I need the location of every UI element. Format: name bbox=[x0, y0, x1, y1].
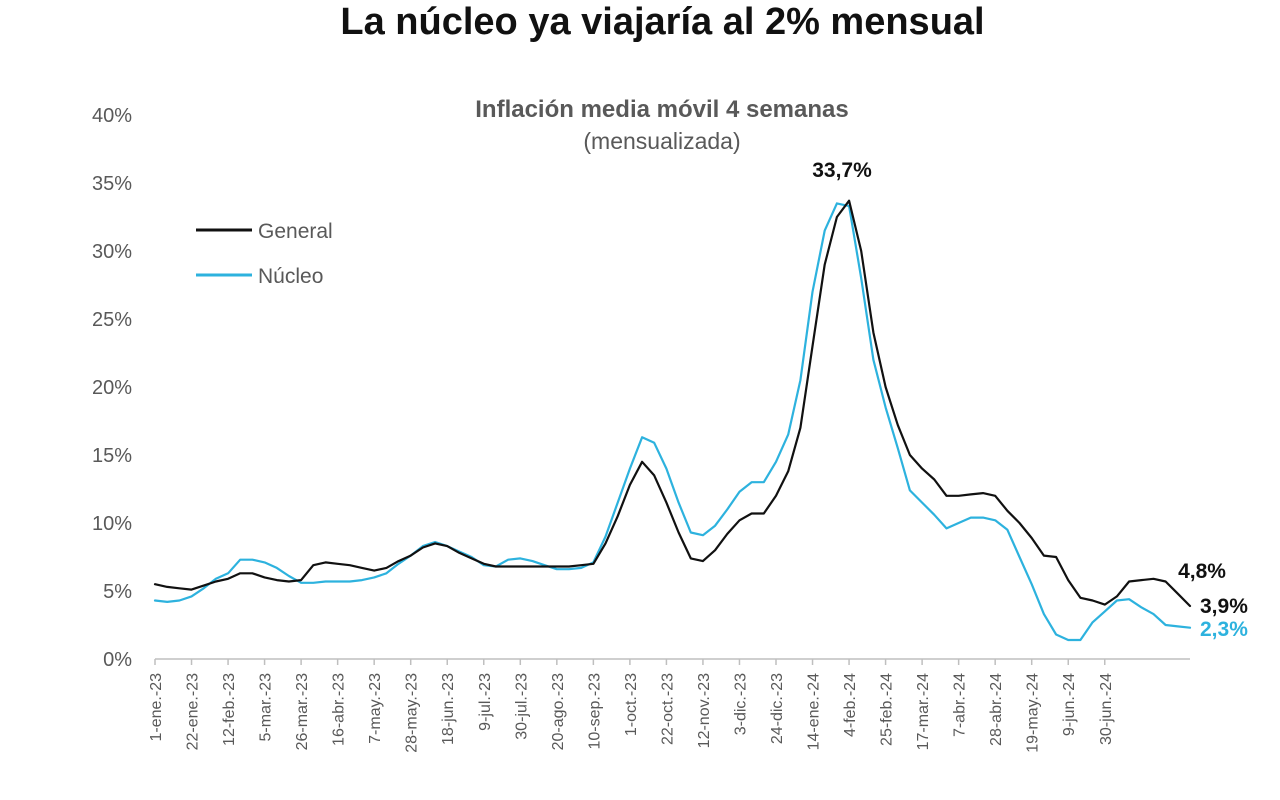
x-tick-label: 7-may.-23 bbox=[367, 673, 384, 744]
series-layer bbox=[153, 199, 1192, 642]
x-tick-label: 9-jun.-24 bbox=[1061, 673, 1078, 736]
x-tick-label: 24-dic.-23 bbox=[769, 673, 786, 744]
y-tick-label: 0% bbox=[103, 649, 132, 671]
x-tick-label: 4-feb.-24 bbox=[842, 673, 859, 737]
x-tick-label: 26-mar.-23 bbox=[294, 673, 311, 750]
x-tick-label: 25-feb.-24 bbox=[879, 673, 896, 746]
legend-label-general: General bbox=[258, 220, 333, 243]
x-tick-label: 9-jul.-23 bbox=[477, 673, 494, 731]
x-tick-label: 20-ago.-23 bbox=[550, 673, 567, 750]
y-tick-label: 30% bbox=[92, 241, 132, 263]
x-tick-label: 30-jun.-24 bbox=[1098, 673, 1115, 745]
x-tick-label: 19-may.-24 bbox=[1025, 673, 1042, 753]
series-line-nucleo bbox=[153, 202, 1192, 642]
x-tick-label: 7-abr.-24 bbox=[952, 673, 969, 737]
x-tick-label: 12-feb.-23 bbox=[221, 673, 238, 746]
x-tick-label: 3-dic.-23 bbox=[732, 673, 749, 735]
y-tick-label: 40% bbox=[92, 105, 132, 127]
y-tick-label: 10% bbox=[92, 513, 132, 535]
legend-label-nucleo: Núcleo bbox=[258, 265, 323, 288]
chart-title: Inflación media móvil 4 semanas bbox=[475, 96, 848, 123]
x-tick-label: 14-ene.-24 bbox=[806, 673, 823, 750]
x-tick-label: 10-sep.-23 bbox=[586, 673, 603, 750]
y-tick-label: 35% bbox=[92, 173, 132, 195]
chart-subtitle: (mensualizada) bbox=[583, 128, 740, 154]
x-axis: 1-ene.-23 22-ene.-23 12-feb.-23 5-mar.-23 26… bbox=[148, 658, 1190, 753]
x-tick-label: 1-ene.-23 bbox=[148, 673, 165, 742]
x-tick-label: 16-abr.-23 bbox=[331, 673, 348, 746]
x-tick-label: 17-mar.-24 bbox=[915, 673, 932, 750]
x-tick-label: 22-oct.-23 bbox=[659, 673, 676, 745]
chart-legend: General Núcleo bbox=[196, 220, 333, 288]
y-tick-label: 25% bbox=[92, 309, 132, 331]
annotation-layer: 33,7% 4,8% 3,9%2,3% bbox=[812, 159, 1248, 641]
page-title: La núcleo ya viajaría al 2% mensual bbox=[340, 1, 985, 43]
series-line-general bbox=[153, 199, 1192, 608]
data-label: 3,9% bbox=[1200, 595, 1248, 618]
x-tick-label: 28-may.-23 bbox=[404, 673, 421, 753]
x-tick-label: 30-jul.-23 bbox=[513, 673, 530, 740]
y-tick-label: 15% bbox=[92, 445, 132, 467]
data-label: 2,3% bbox=[1200, 618, 1248, 641]
y-tick-label: 20% bbox=[92, 377, 132, 399]
data-label: 4,8% bbox=[1178, 560, 1226, 583]
data-label: 33,7% bbox=[812, 159, 872, 182]
x-tick-label: 18-jun.-23 bbox=[440, 673, 457, 745]
x-tick-label: 12-nov.-23 bbox=[696, 673, 713, 748]
x-tick-label: 28-abr.-24 bbox=[988, 673, 1005, 746]
y-tick-label: 5% bbox=[103, 581, 132, 603]
x-tick-label: 22-ene.-23 bbox=[185, 673, 202, 750]
x-tick-label: 5-mar.-23 bbox=[258, 673, 275, 742]
y-axis-tick-labels: 0% 5% 10% 15% 20% 25% 30% 35% 40% bbox=[92, 105, 132, 671]
x-tick-label: 1-oct.-23 bbox=[623, 673, 640, 736]
